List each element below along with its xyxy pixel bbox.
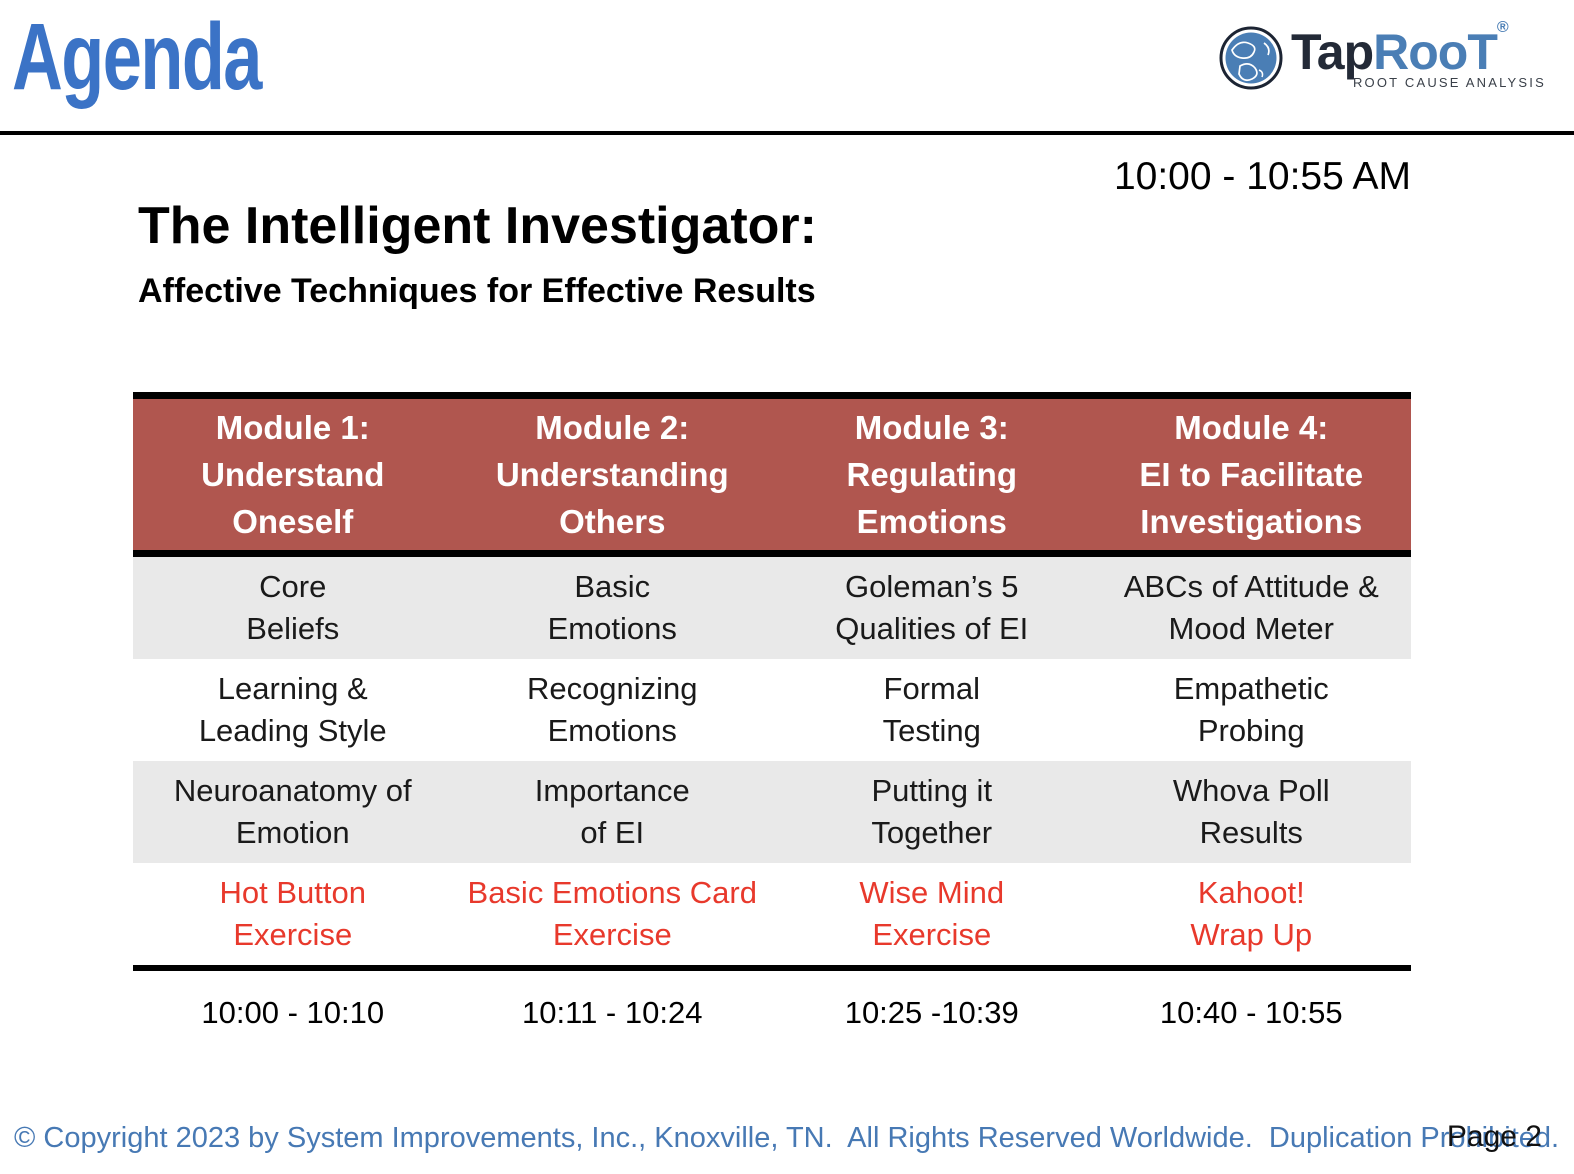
time-cell: 10:25 -10:39 (844, 995, 1019, 1030)
topic-cell: Whova Poll Results (1172, 773, 1330, 850)
time-row: 10:00 - 10:10 10:11 - 10:24 10:25 -10:39… (133, 965, 1411, 1051)
topic-cell: Neuroanatomy of Emotion (173, 773, 412, 850)
exercise-cell: Hot Button Exercise (219, 875, 366, 952)
module-3-header: Module 3: Regulating Emotions (846, 409, 1018, 540)
topic-cell: Basic Emotions (547, 569, 677, 646)
topic-cell: Core Beliefs (246, 569, 340, 646)
module-2-header: Module 2: Understanding Others (495, 409, 729, 540)
topic-row-3: Neuroanatomy of Emotion Importance of EI… (133, 761, 1411, 863)
registered-trademark-icon: ® (1496, 19, 1509, 37)
topic-cell: Learning & Leading Style (198, 671, 387, 748)
topic-cell: Goleman’s 5 Qualities of EI (835, 569, 1029, 646)
taproot-logo: TapRooT® ROOT CAUSE ANALYSIS (1219, 19, 1546, 90)
exercise-row: Hot Button Exercise Basic Emotions Card … (133, 863, 1411, 965)
module-1-header: Module 1: Understand Oneself (201, 409, 385, 540)
copyright-text: © Copyright 2023 by System Improvements,… (14, 1122, 1560, 1154)
topic-cell: Empathetic Probing (1173, 671, 1329, 748)
logo-word-tap: Tap (1290, 24, 1374, 81)
exercise-cell: Wise Mind Exercise (859, 875, 1005, 952)
topic-cell: Importance of EI (534, 773, 690, 850)
time-cell: 10:40 - 10:55 (1159, 995, 1343, 1030)
logo-wordmark: TapRooT® ROOT CAUSE ANALYSIS (1290, 19, 1546, 90)
logo-word-root: RooT (1373, 24, 1498, 81)
session-title: The Intelligent Investigator: (138, 197, 817, 255)
session-subtitle: Affective Techniques for Effective Resul… (138, 272, 816, 310)
topic-row-2: Learning & Leading Style Recognizing Emo… (133, 659, 1411, 761)
topic-cell: ABCs of Attitude & Mood Meter (1123, 569, 1379, 646)
globe-icon (1219, 26, 1283, 90)
time-cell: 10:00 - 10:10 (201, 995, 385, 1030)
topic-cell: Formal Testing (882, 671, 981, 748)
page-number: Page 2 (1446, 1120, 1542, 1153)
module-header-row: Module 1: Understand Oneself Module 2: U… (133, 392, 1411, 557)
time-cell: 10:11 - 10:24 (522, 995, 703, 1030)
page-title-wrap: Agenda (12, 10, 348, 105)
exercise-cell: Basic Emotions Card Exercise (467, 875, 757, 952)
module-4-header: Module 4: EI to Facilitate Investigation… (1139, 409, 1364, 540)
logo-tagline: ROOT CAUSE ANALYSIS (1352, 74, 1546, 90)
topic-cell: Recognizing Emotions (526, 671, 698, 748)
topic-row-1: Core Beliefs Basic Emotions Goleman’s 5 … (133, 557, 1411, 659)
topic-cell: Putting it Together (871, 773, 993, 850)
logo-word: TapRooT® (1290, 19, 1546, 81)
session-time-range: 10:00 - 10:55 AM (1113, 155, 1411, 198)
agenda-table: Module 1: Understand Oneself Module 2: U… (133, 392, 1411, 1051)
exercise-cell: Kahoot! Wrap Up (1190, 875, 1313, 952)
page-title: Agenda (12, 4, 262, 110)
header-divider (0, 131, 1574, 135)
